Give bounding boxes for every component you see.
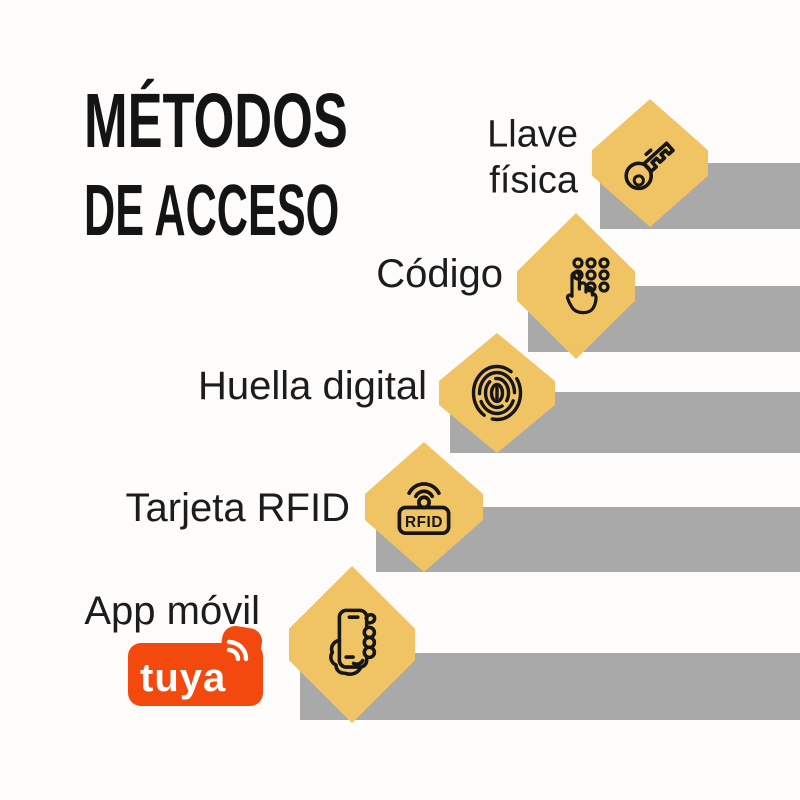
title-line-2: DE ACCESO [84,171,340,252]
tuya-wordmark: tuya [140,656,226,700]
step-label-codigo: Código [376,252,503,296]
fingerprint-icon [471,364,523,422]
rfid-card-icon: RFID [397,482,451,536]
step-label-app-movil: App móvil [84,589,260,633]
rfid-icon-text: RFID [405,514,443,531]
keypad-hand-icon [565,257,610,315]
tuya-signal-icon [226,639,249,662]
step-label-llave-fisica: Llave física [487,113,578,201]
tuya-logo-plate [128,643,263,706]
title-line-1: MÉTODOS [84,78,348,164]
page-title: MÉTODOS DE ACCESO [84,78,509,252]
key-icon [624,141,675,191]
tuya-logo: tuya [128,625,263,706]
step-label-rfid: Tarjeta RFID [125,486,351,530]
hand-holding-phone-icon [329,608,377,676]
step-label-huella: Huella digital [197,364,427,408]
